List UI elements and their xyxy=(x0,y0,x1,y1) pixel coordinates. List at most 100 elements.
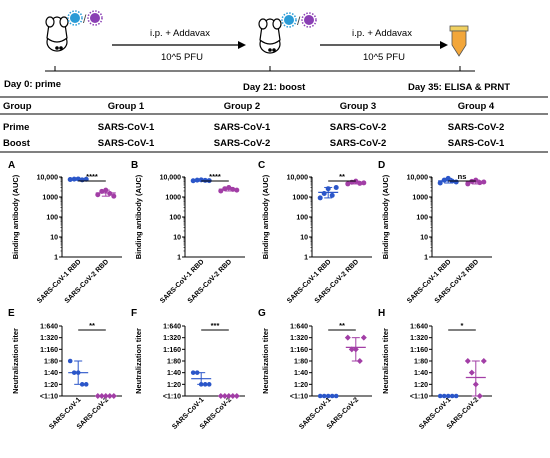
y-tick-label: 1:320 xyxy=(40,335,58,342)
data-point xyxy=(190,370,196,375)
significance-label: ns xyxy=(458,172,467,181)
y-axis-label: Binding antibody (AUC) xyxy=(381,174,390,259)
panel-letter: E xyxy=(8,308,15,319)
panel-letter: D xyxy=(378,160,385,171)
panel-letter: F xyxy=(131,308,137,319)
y-tick-label: 1:160 xyxy=(290,347,308,354)
y-tick-label: 1:160 xyxy=(163,347,181,354)
y-tick-label: 100 xyxy=(169,215,181,222)
timeline-step-assay: Day 35: ELISA & PRNT xyxy=(408,82,510,93)
data-point xyxy=(468,369,475,376)
y-tick-label: 1:640 xyxy=(163,324,181,331)
data-point xyxy=(465,181,471,187)
table-header-group-1: Group 1 xyxy=(108,101,145,112)
slash-separator-2: / xyxy=(297,14,301,28)
y-tick-label: 1000 xyxy=(412,195,428,202)
timeline-step-prime: Day 0: prime xyxy=(4,79,61,90)
significance-label: **** xyxy=(86,172,98,181)
y-tick-label: 10 xyxy=(50,235,58,242)
table-cell: SARS-CoV-2 xyxy=(448,122,504,133)
panel-letter: B xyxy=(131,160,138,171)
panel-E: E Neutralization titer 1:640 1:320 1:160 1:80… xyxy=(8,308,122,431)
y-tick-label: 1:640 xyxy=(410,324,428,331)
y-tick-label: 1000 xyxy=(42,195,58,202)
panel-letter: C xyxy=(258,160,265,171)
table-cell: SARS-CoV-1 xyxy=(214,122,271,133)
slash-separator: / xyxy=(83,12,87,26)
y-tick-label: 1000 xyxy=(292,195,308,202)
significance-label: ** xyxy=(339,321,345,330)
y-tick-label: 1:20 xyxy=(414,382,428,389)
y-tick-label: 100 xyxy=(46,215,58,222)
data-point xyxy=(317,195,323,201)
data-point xyxy=(333,184,339,190)
arrow-1-top-label: i.p. + Addavax xyxy=(150,28,210,39)
virus-cov1-icon xyxy=(67,10,83,26)
table-row-label: Boost xyxy=(3,138,31,149)
table-cell: SARS-CoV-2 xyxy=(330,122,386,133)
timeline-step-boost: Day 21: boost xyxy=(243,82,306,93)
data-point xyxy=(321,190,327,196)
y-tick-label: 1:640 xyxy=(40,324,58,331)
y-tick-label: 1 xyxy=(177,255,181,262)
y-tick-label: 1 xyxy=(54,255,58,262)
timeline-schematic: / i.p. + Addavax 10^5 PFU / xyxy=(4,10,510,93)
panel-letter: G xyxy=(258,308,266,319)
significance-label: * xyxy=(461,321,464,330)
table-cell: SARS-CoV-1 xyxy=(448,138,505,149)
y-tick-label: 1:160 xyxy=(410,347,428,354)
y-tick-label: 1:40 xyxy=(44,370,58,377)
data-point xyxy=(329,192,335,198)
y-tick-label: 100 xyxy=(296,215,308,222)
y-tick-label: 1:640 xyxy=(290,324,308,331)
y-tick-label: 1000 xyxy=(165,195,181,202)
y-tick-label: <1:10 xyxy=(163,394,181,401)
panel-letter: A xyxy=(8,160,15,171)
data-point xyxy=(344,334,351,341)
panel-G: G Neutralization titer 1:640 1:320 1:160 1:80… xyxy=(258,308,372,431)
data-point xyxy=(83,382,89,387)
y-tick-label: 1:80 xyxy=(44,359,58,366)
y-tick-label: 10,000 xyxy=(37,175,59,182)
y-tick-label: 1:320 xyxy=(410,335,428,342)
sample-tube-icon xyxy=(449,25,469,57)
data-point xyxy=(464,358,471,364)
arrow-1-bottom-label: 10^5 PFU xyxy=(161,52,203,63)
virus-cov1-boost-icon xyxy=(281,12,297,28)
arrow-1-head xyxy=(238,41,246,49)
y-axis-label: Neutralization titer xyxy=(381,328,390,394)
table-cell: SARS-CoV-2 xyxy=(214,138,270,149)
significance-label: ** xyxy=(339,172,345,181)
table-header-group-2: Group 2 xyxy=(224,101,260,112)
y-tick-label: 1:80 xyxy=(167,359,181,366)
table-cell: SARS-CoV-1 xyxy=(98,138,155,149)
panel-F: F Neutralization titer 1:640 1:320 1:160 1:80… xyxy=(131,308,245,431)
arrow-2-bottom-label: 10^5 PFU xyxy=(363,52,405,63)
table-cell: SARS-CoV-1 xyxy=(98,122,155,133)
y-tick-label: 1:20 xyxy=(294,382,308,389)
data-point xyxy=(437,180,443,186)
panel-letter: H xyxy=(378,308,385,319)
data-point xyxy=(111,193,117,199)
significance-label: **** xyxy=(209,172,221,181)
y-axis-label: Neutralization titer xyxy=(11,328,20,394)
panel-H: H Neutralization titer 1:640 1:320 1:160 1:80… xyxy=(378,308,492,431)
y-tick-label: 10 xyxy=(173,235,181,242)
y-axis-label: Binding antibody (AUC) xyxy=(134,174,143,259)
y-tick-label: <1:10 xyxy=(290,394,308,401)
y-tick-label: 1:20 xyxy=(44,382,58,389)
mouse-prime-icon xyxy=(45,16,69,52)
y-tick-label: 10 xyxy=(420,235,428,242)
significance-label: *** xyxy=(211,321,220,330)
data-point xyxy=(67,358,73,364)
y-tick-label: 1:320 xyxy=(163,335,181,342)
y-tick-label: 1:40 xyxy=(167,370,181,377)
virus-cov2-icon xyxy=(87,10,103,26)
y-tick-label: <1:10 xyxy=(410,394,428,401)
y-tick-label: 1:20 xyxy=(167,382,181,389)
table-cell: SARS-CoV-2 xyxy=(330,138,386,149)
